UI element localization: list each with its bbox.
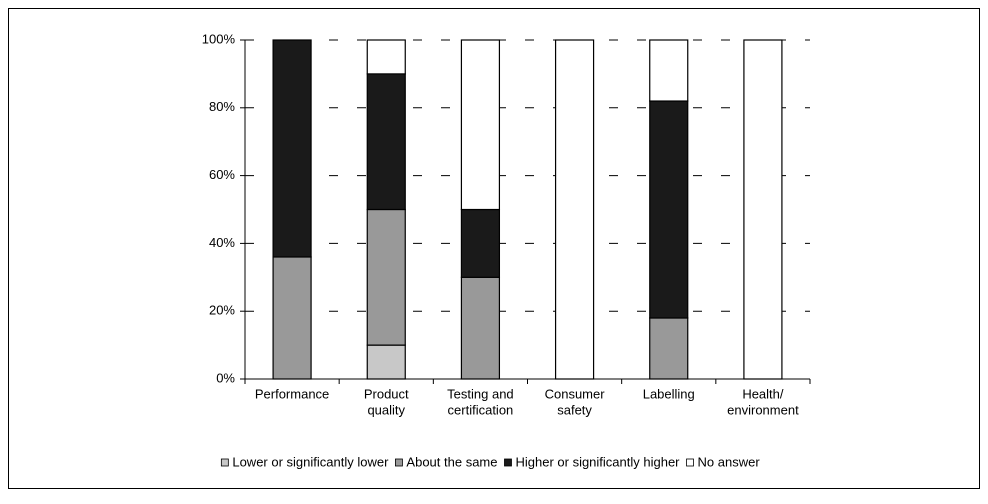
bar-segment [649, 100, 689, 319]
legend-swatch [504, 458, 512, 467]
x-tick-label: Labelling [643, 386, 695, 401]
legend-swatch [686, 458, 694, 467]
bar-segment [460, 39, 501, 211]
x-tick-label: Performance [255, 386, 329, 401]
y-tick-label: 100% [202, 31, 236, 46]
bar-segment [272, 39, 312, 258]
bar-segment [460, 276, 501, 380]
bar-segment [649, 317, 689, 380]
legend-swatch [395, 458, 403, 467]
legend-label: No answer [698, 454, 761, 469]
x-tick-label: environment [727, 402, 799, 417]
x-tick-label: quality [367, 402, 405, 417]
bar-segment [366, 39, 406, 75]
bar-segment [366, 208, 406, 346]
x-tick-label: Product [364, 386, 409, 401]
bar-segment [460, 208, 501, 278]
y-tick-label: 80% [209, 99, 235, 114]
y-tick-label: 0% [216, 370, 235, 385]
bar-segment [554, 39, 595, 380]
legend-label: Lower or significantly lower [232, 454, 389, 469]
legend-swatch [220, 458, 229, 467]
bar-segment [743, 39, 783, 380]
bar-segment [366, 73, 406, 211]
x-tick-label: safety [557, 402, 592, 417]
legend-label: Higher or significantly higher [515, 454, 680, 469]
x-tick-label: Consumer [545, 386, 606, 401]
bar-segment [366, 344, 406, 380]
bar-segment [649, 39, 689, 102]
y-tick-label: 20% [209, 303, 235, 318]
x-tick-label: certification [448, 402, 514, 417]
x-tick-label: Health/ [742, 386, 784, 401]
x-tick-label: Testing and [447, 386, 514, 401]
legend-label: About the same [406, 454, 497, 469]
bar-segment [272, 256, 312, 380]
y-tick-label: 60% [209, 167, 235, 182]
y-tick-label: 40% [209, 235, 235, 250]
